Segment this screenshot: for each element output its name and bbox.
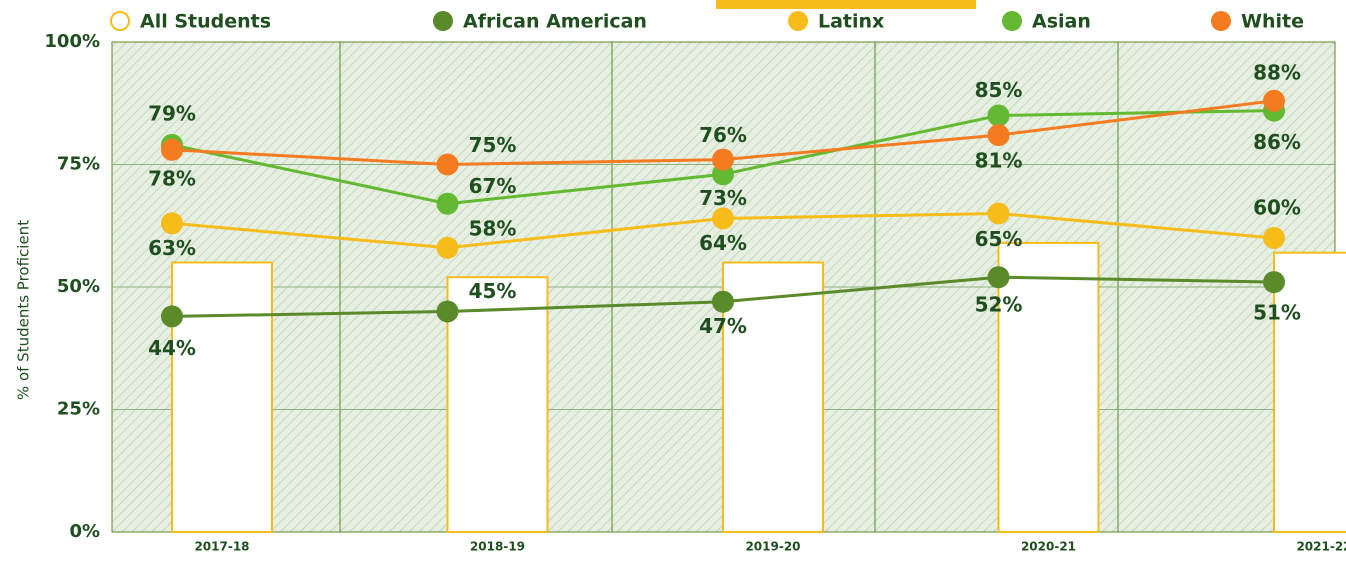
data-point xyxy=(436,153,459,176)
data-point xyxy=(987,124,1010,147)
data-label: 64% xyxy=(699,231,747,255)
data-label: 60% xyxy=(1253,196,1301,220)
data-point xyxy=(436,192,459,215)
data-label: 51% xyxy=(1253,301,1301,325)
data-label: 75% xyxy=(469,133,517,157)
data-point xyxy=(161,138,183,161)
data-label: 44% xyxy=(148,336,196,360)
y-axis-label: % of Students Proficient xyxy=(15,220,33,400)
legend-marker xyxy=(110,11,130,31)
data-point xyxy=(987,266,1010,289)
legend-label: White xyxy=(1241,11,1304,33)
data-label: 88% xyxy=(1253,60,1301,84)
data-point xyxy=(712,148,734,171)
data-label: 58% xyxy=(469,216,517,240)
bar xyxy=(722,261,824,533)
data-point xyxy=(987,202,1010,225)
data-label: 45% xyxy=(469,279,517,303)
data-label: 65% xyxy=(975,227,1023,251)
title-highlight xyxy=(716,0,976,9)
legend-marker xyxy=(1002,11,1022,31)
data-point xyxy=(1263,89,1285,112)
data-label: 79% xyxy=(148,101,196,125)
x-tick-label: 2017-18 xyxy=(194,540,249,554)
data-point xyxy=(436,236,459,259)
data-point xyxy=(987,104,1010,127)
x-tick-label: 2020-21 xyxy=(1021,540,1076,554)
data-label: 63% xyxy=(148,236,196,260)
legend-marker xyxy=(788,11,808,31)
data-point xyxy=(1263,271,1285,294)
legend-marker xyxy=(433,11,453,31)
data-point xyxy=(161,305,183,328)
data-label: 81% xyxy=(975,149,1023,173)
data-label: 76% xyxy=(699,123,747,147)
legend-marker xyxy=(1211,11,1231,31)
y-tick-label: 25% xyxy=(57,399,100,420)
y-tick-label: 50% xyxy=(57,276,100,297)
legend-label: Asian xyxy=(1032,11,1091,33)
data-point xyxy=(436,300,459,323)
bar xyxy=(446,276,549,534)
x-tick-label: 2018-19 xyxy=(470,540,525,554)
data-label: 86% xyxy=(1253,130,1301,154)
bar xyxy=(1273,251,1346,533)
data-label: 78% xyxy=(148,166,196,190)
bar xyxy=(171,261,273,533)
data-point xyxy=(161,212,183,235)
y-tick-label: 100% xyxy=(44,31,100,52)
legend-label: African American xyxy=(463,11,647,33)
data-label: 85% xyxy=(975,78,1023,102)
data-point xyxy=(712,290,734,313)
bar xyxy=(997,241,1100,533)
data-label: 73% xyxy=(699,186,747,210)
y-tick-label: 75% xyxy=(57,154,100,175)
data-point xyxy=(712,207,734,230)
legend-label: All Students xyxy=(140,11,271,33)
x-tick-label: 2019-20 xyxy=(745,540,800,554)
data-label: 67% xyxy=(469,174,517,198)
data-point xyxy=(1263,227,1285,249)
legend-label: Latinx xyxy=(818,11,884,33)
x-tick-label: 2021-22 xyxy=(1296,540,1346,554)
data-label: 47% xyxy=(699,314,747,338)
data-label: 52% xyxy=(975,293,1023,317)
y-tick-label: 0% xyxy=(69,521,100,542)
